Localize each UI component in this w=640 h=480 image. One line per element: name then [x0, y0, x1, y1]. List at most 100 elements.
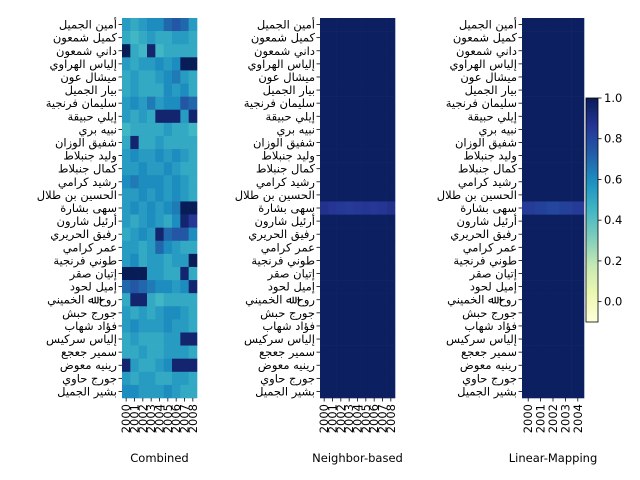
heatmap-cell — [320, 44, 329, 58]
heatmap-cell — [534, 240, 548, 255]
heatmap-cell — [522, 306, 535, 320]
heatmap-cell — [378, 122, 387, 137]
heatmap-cell — [353, 175, 362, 189]
heatmap-cell — [328, 96, 337, 111]
heatmap-cell — [534, 109, 548, 124]
heatmap-cell — [336, 358, 346, 373]
heatmap-cell — [188, 70, 198, 84]
heatmap-cell — [534, 135, 548, 150]
y-tick-label: ميشال عون — [60, 70, 117, 85]
heatmap-cell — [361, 384, 371, 399]
heatmap-cell — [336, 135, 346, 150]
heatmap-cell — [336, 18, 346, 32]
heatmap-cell — [163, 135, 173, 150]
heatmap-cell — [378, 214, 387, 228]
heatmap-cell — [353, 188, 362, 202]
x-axis-label: Neighbor-based — [312, 451, 403, 465]
heatmap-cell — [386, 384, 396, 399]
heatmap-cell — [345, 280, 354, 294]
heatmap-cell — [559, 227, 572, 242]
heatmap-cell — [130, 109, 139, 124]
heatmap-cell — [155, 149, 164, 163]
heatmap-cell — [155, 332, 164, 346]
heatmap-cell — [172, 122, 181, 137]
heatmap-cell — [138, 293, 148, 307]
heatmap-cell — [546, 253, 560, 268]
y-tick-label: جورج حاوي — [260, 371, 315, 386]
heatmap-cell — [386, 227, 396, 242]
heatmap-cell — [522, 70, 535, 84]
heatmap-cell — [546, 18, 560, 32]
heatmap-cell — [571, 240, 585, 255]
heatmap-cell — [147, 135, 156, 150]
heatmap-cell — [386, 293, 396, 307]
heatmap-cell — [328, 345, 337, 359]
heatmap-cell — [345, 135, 354, 150]
x-tick-label: 2006 — [169, 404, 183, 433]
heatmap-cell — [386, 70, 396, 84]
heatmap-cell — [172, 201, 181, 215]
heatmap-cell — [328, 31, 337, 45]
heatmap-cell — [361, 83, 371, 97]
heatmap-cell — [320, 266, 329, 281]
heatmap-cell — [163, 319, 173, 333]
heatmap-cell — [180, 253, 189, 268]
heatmap-cell — [172, 371, 181, 386]
heatmap-cell — [320, 384, 329, 399]
heatmap-cell — [320, 83, 329, 97]
x-tick-label: 2007 — [178, 404, 192, 433]
heatmap-cell — [386, 266, 396, 281]
heatmap-cell — [328, 162, 337, 176]
x-tick-label: 2002 — [334, 404, 348, 433]
heatmap-cell — [571, 358, 585, 373]
heatmap-cell — [130, 188, 139, 202]
heatmap-cell — [386, 135, 396, 150]
heatmap-cell — [546, 188, 560, 202]
heatmap-cell — [522, 57, 535, 71]
heatmap-cell — [188, 345, 198, 359]
y-tick-label: أمين الجميل — [257, 17, 315, 33]
heatmap-cell — [378, 44, 387, 58]
heatmap-cell — [361, 57, 371, 71]
heatmap-cell — [345, 345, 354, 359]
heatmap-cell — [163, 70, 173, 84]
heatmap-cell — [559, 44, 572, 58]
heatmap-cell — [130, 122, 139, 137]
y-tick-label: إيلي حبيقة — [68, 109, 117, 123]
y-tick-label: فؤاد شهاب — [262, 319, 315, 334]
heatmap-cell — [370, 214, 379, 228]
heatmap-cell — [534, 214, 548, 228]
heatmap-cell — [370, 293, 379, 307]
heatmap-cell — [345, 162, 354, 176]
y-tick-label: طوني فرنجية — [53, 253, 117, 268]
heatmap-cell — [345, 227, 354, 242]
heatmap-cell — [559, 57, 572, 71]
heatmap-cell — [180, 280, 189, 294]
x-axis-label: Combined — [130, 451, 188, 465]
x-tick-label: 2001 — [128, 404, 142, 433]
y-tick-label: عمر كرامي — [261, 240, 315, 255]
heatmap-cell — [534, 122, 548, 137]
heatmap-cell — [172, 293, 181, 307]
y-tick-label: إلياس الهراوي — [450, 57, 517, 72]
heatmap-cell — [172, 109, 181, 124]
heatmap-cell — [378, 345, 387, 359]
heatmap-cell — [163, 345, 173, 359]
heatmap-cell — [559, 240, 572, 255]
heatmap-cell — [138, 358, 148, 373]
heatmap-cell — [361, 175, 371, 189]
heatmap-cell — [345, 240, 354, 255]
heatmap-cell — [188, 306, 198, 320]
heatmap-cell — [172, 188, 181, 202]
heatmap-cell — [336, 332, 346, 346]
y-tick-label: كمال جنبلاط — [58, 162, 118, 176]
heatmap-cell — [370, 135, 379, 150]
heatmap-cell — [320, 306, 329, 320]
heatmap-cell — [172, 57, 181, 71]
heatmap-cell — [180, 162, 189, 176]
heatmap-cell — [361, 44, 371, 58]
heatmap-cell — [320, 345, 329, 359]
heatmap-cell — [180, 175, 189, 189]
heatmap-cell — [370, 384, 379, 399]
heatmap-cell — [155, 266, 164, 281]
